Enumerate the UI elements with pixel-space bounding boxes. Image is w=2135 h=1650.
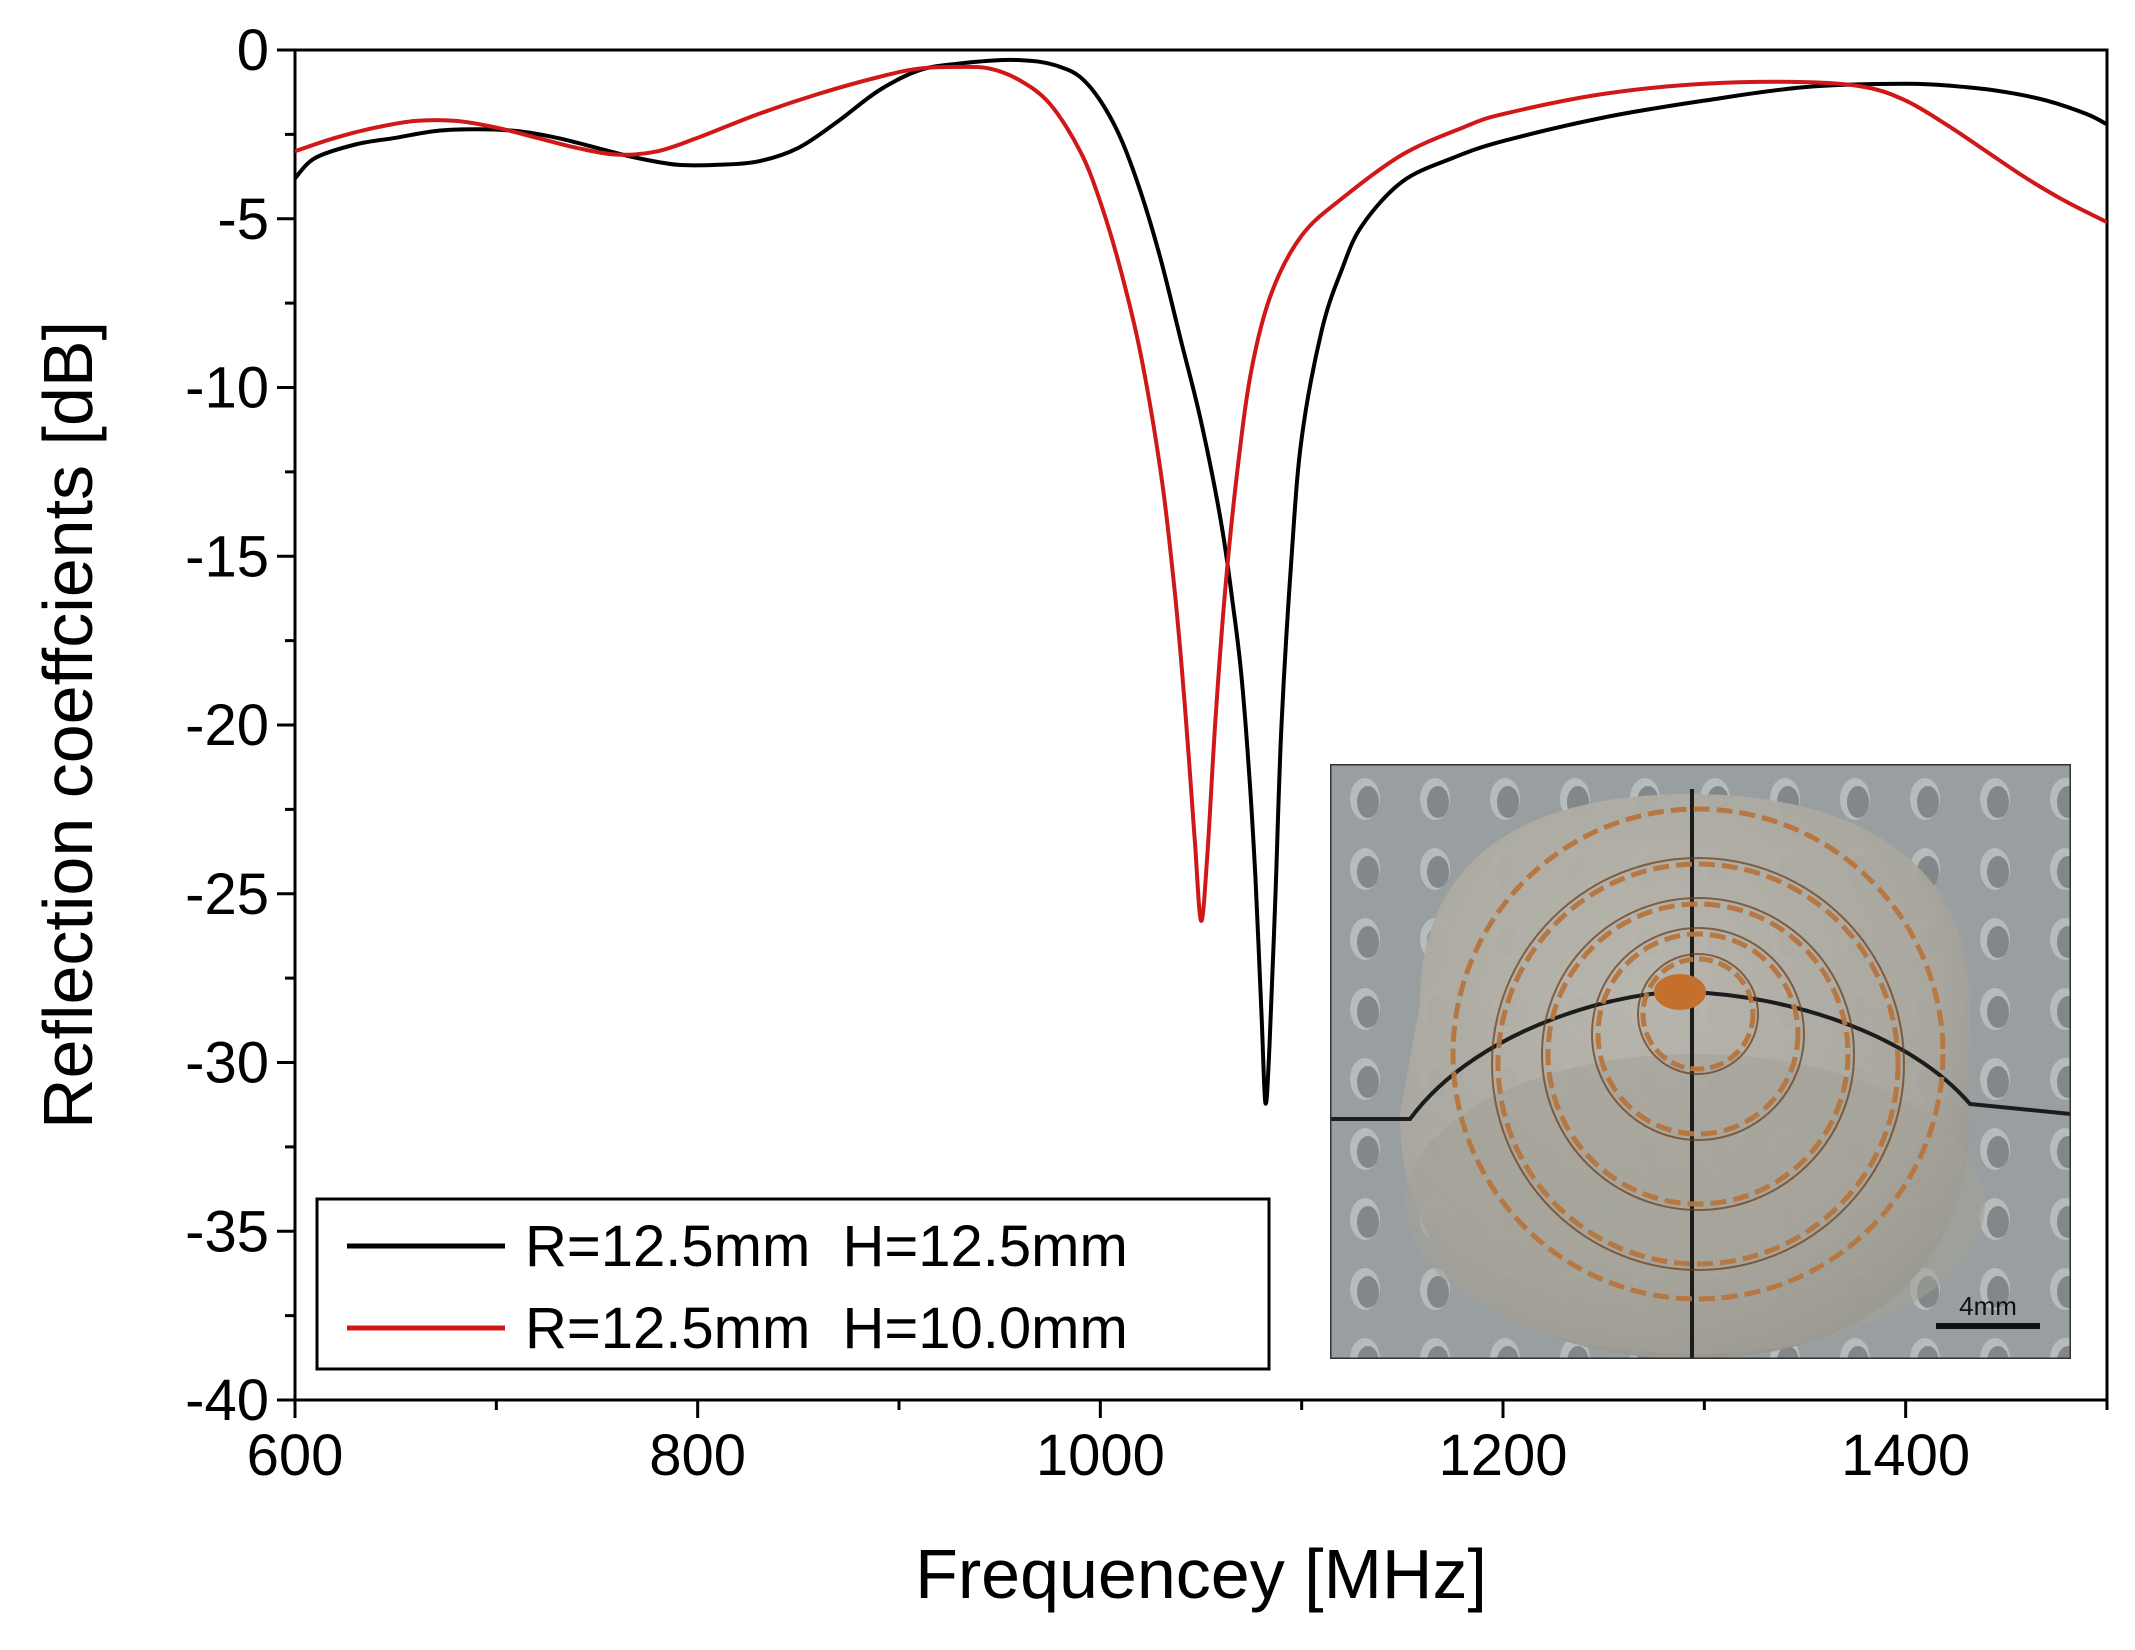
y-tick-label: -10 [185,356,269,421]
y-tick-label: -25 [185,862,269,927]
y-axis-title: Reflection coeffcients [dB] [29,321,107,1129]
legend-label-h10-0: R=12.5mm H=10.0mm [525,1296,1128,1361]
y-tick-label: -35 [185,1199,269,1264]
legend-label-h12-5: R=12.5mm H=12.5mm [525,1214,1128,1279]
legend: R=12.5mm H=12.5mm R=12.5mm H=10.0mm [315,1197,1271,1371]
feed-point [1654,974,1706,1010]
x-tick-label: 1000 [1036,1423,1165,1488]
y-tick-label: -15 [185,524,269,589]
y-tick-label: -20 [185,693,269,758]
inset-photo: 4mm [1330,764,2071,1359]
y-tick-label: -40 [185,1368,269,1433]
x-axis-title: Frequencey [MHz] [915,1535,1487,1613]
y-tick-label: -30 [185,1031,269,1096]
x-tick-label: 600 [247,1423,344,1488]
x-tick-label: 1200 [1438,1423,1567,1488]
x-tick-label: 800 [649,1423,746,1488]
series-line-h10-0 [295,64,2107,923]
legend-box [315,1197,1271,1371]
axis-ticks [277,48,2109,1418]
y-tick-label: 0 [237,18,269,83]
scale-bar-label: 4mm [1959,1291,2017,1321]
axis-tick-labels: 600 800 1000 1200 1400 0 -5 -10 -15 -20 -25 -30 -35 -… [185,18,1970,1488]
y-tick-label: -5 [217,187,269,252]
x-tick-label: 1400 [1841,1423,1970,1488]
